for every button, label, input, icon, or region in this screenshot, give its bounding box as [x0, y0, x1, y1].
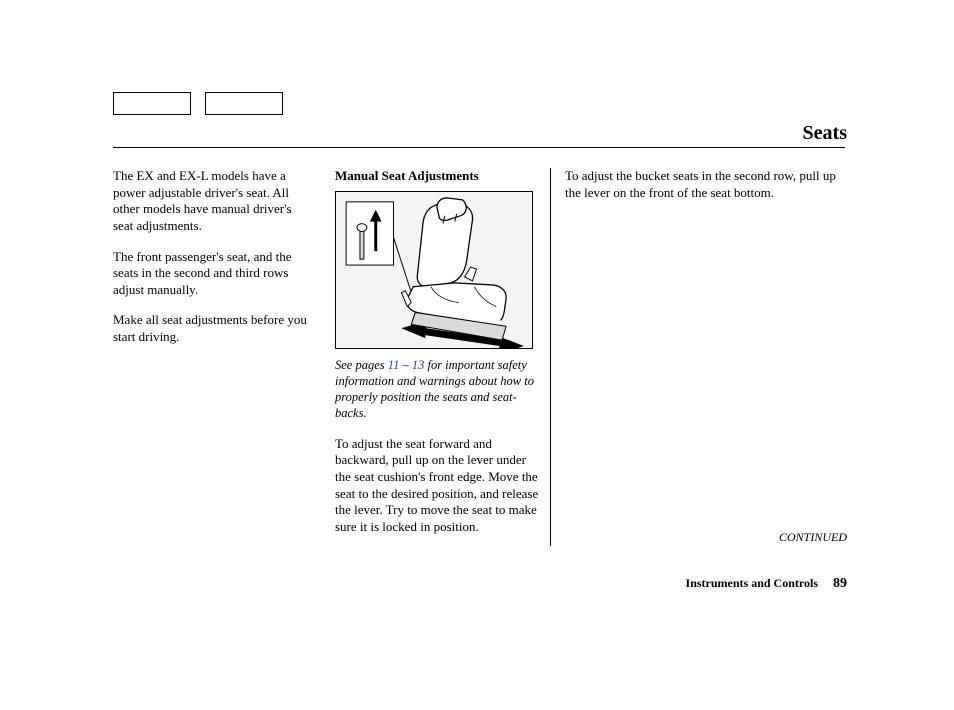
caption-link-13[interactable]: 13	[412, 358, 425, 372]
caption-sep: –	[399, 358, 412, 372]
column-3: To adjust the bucket seats in the second…	[551, 168, 845, 546]
nav-box-prev[interactable]	[113, 92, 191, 115]
page-number: 89	[833, 576, 847, 591]
column-2: Manual Seat Adjustments	[329, 168, 551, 546]
col2-p1: To adjust the seat forward and backward,…	[335, 436, 540, 536]
caption-pre: See pages	[335, 358, 388, 372]
footer-section: Instruments and Controls	[686, 576, 818, 590]
col1-p1: The EX and EX-L models have a power adju…	[113, 168, 311, 235]
column-1: The EX and EX-L models have a power adju…	[113, 168, 329, 546]
seat-adjustment-figure	[335, 191, 533, 349]
seat-illustration-icon	[336, 192, 532, 348]
page-title: Seats	[803, 122, 847, 145]
caption-link-11[interactable]: 11	[388, 358, 400, 372]
title-rule	[113, 147, 845, 148]
continued-label: CONTINUED	[779, 530, 847, 545]
page-footer: Instruments and Controls 89	[686, 576, 847, 592]
figure-caption: See pages 11 – 13 for important safety i…	[335, 357, 540, 422]
col3-p1: To adjust the bucket seats in the second…	[565, 168, 845, 201]
nav-box-next[interactable]	[205, 92, 283, 115]
manual-seat-heading: Manual Seat Adjustments	[335, 168, 540, 185]
col1-p2: The front passenger's seat, and the seat…	[113, 249, 311, 299]
col1-p3: Make all seat adjustments before you sta…	[113, 312, 311, 345]
